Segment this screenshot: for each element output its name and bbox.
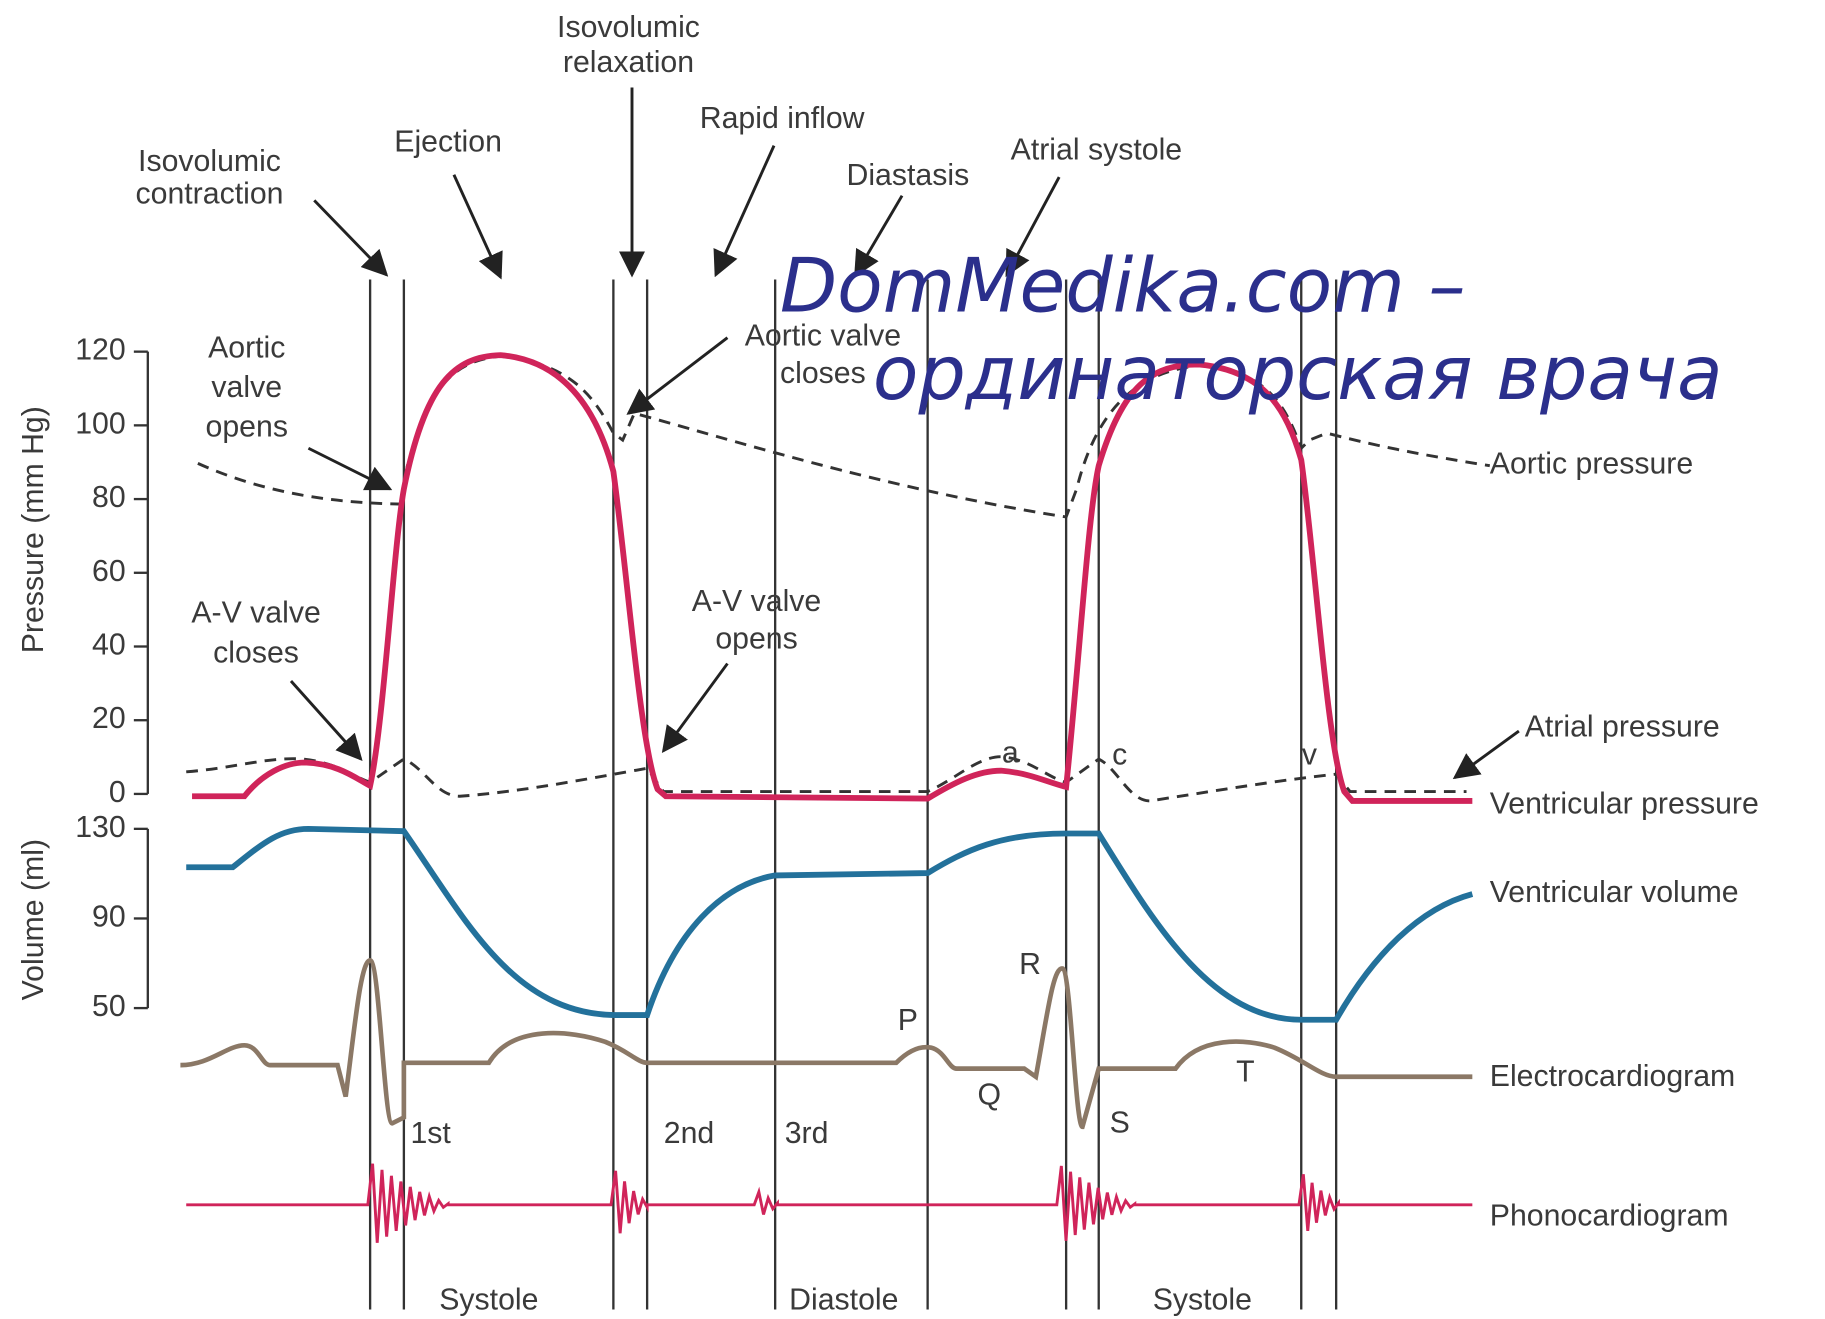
event-label: A-V valve [191,597,320,630]
trace-label: Ventricular volume [1490,876,1739,909]
phase-label: relaxation [563,46,694,79]
volume-axis-title: Volume (ml) [17,839,50,1000]
heart-sound-label: 1st [410,1117,451,1150]
tick-label: 40 [92,629,126,662]
tick-label: 100 [75,407,125,440]
event-label: A-V valve [692,585,821,618]
wave-label: v [1302,739,1318,772]
tick-label: 0 [109,776,126,809]
arrow [626,336,729,415]
pressure-axis-title: Pressure (mm Hg) [17,406,50,653]
trace-label: Aortic pressure [1490,448,1693,481]
arrow [452,174,503,280]
atrial-pressure-trace [186,755,1467,803]
watermark: DomMedika.com – [780,243,1466,330]
event-label: closes [780,357,866,390]
phase-label: Atrial systole [1011,133,1182,166]
phase-label: Ejection [394,125,502,158]
wave-label: P [898,1004,918,1037]
tick-label: 20 [92,702,126,735]
wave-label: R [1019,948,1041,981]
period-label: Systole [439,1283,538,1316]
event-label: Aortic [208,331,285,364]
arrow [713,145,776,278]
arrows [289,87,1520,780]
ventricular-pressure-trace [192,352,1473,804]
ventricular-volume-trace [186,825,1474,1023]
arrow [313,199,389,277]
event-label: Aortic valve [745,320,901,353]
arrow [307,446,393,491]
arrow [1452,729,1520,780]
event-label: opens [206,410,288,443]
wave-label: S [1110,1106,1130,1139]
heart-sound-label: 2nd [664,1117,714,1150]
trace-label: Electrocardiogram [1490,1060,1735,1093]
arrow [289,680,363,761]
phase-label: Isovolumic [138,145,281,178]
arrow [1005,176,1061,278]
phonocardiogram-trace [186,1163,1473,1243]
axes: Pressure (mm Hg) Volume (ml) 0 20 40 60 80 10… [17,334,149,1023]
phase-label: Diastasis [846,159,969,192]
period-label: Diastole [789,1283,898,1316]
tick-label: 90 [92,900,126,933]
phase-label: Isovolumic [557,11,700,44]
trace-label: Ventricular pressure [1490,788,1759,821]
tick-label: 120 [75,334,125,367]
wave-label: a [1002,736,1019,769]
arrow [854,194,904,278]
labels: Isovolumic contraction Ejection Isovolum… [136,11,1318,1316]
arrow [661,662,729,753]
event-label: opens [715,622,797,655]
tick-label: 130 [75,811,125,844]
tick-label: 80 [92,481,126,514]
phase-label: contraction [136,178,284,211]
wave-label: T [1236,1055,1254,1088]
trace-labels: Aortic pressure Atrial pressure Ventricu… [1490,448,1759,1233]
phase-label: Rapid inflow [700,102,865,135]
event-label: valve [211,371,282,404]
tick-label: 50 [92,990,126,1023]
phase-lines [368,279,1338,1310]
trace-label: Atrial pressure [1525,711,1720,744]
trace-label: Phonocardiogram [1490,1200,1729,1233]
ecg-trace [180,958,1473,1130]
wave-label: Q [978,1079,1002,1112]
wave-label: c [1112,739,1127,772]
heart-sound-label: 3rd [785,1117,829,1150]
event-label: closes [213,636,299,669]
tick-label: 60 [92,555,126,588]
period-label: Systole [1153,1283,1252,1316]
watermark: ординаторская врача [873,330,1723,417]
